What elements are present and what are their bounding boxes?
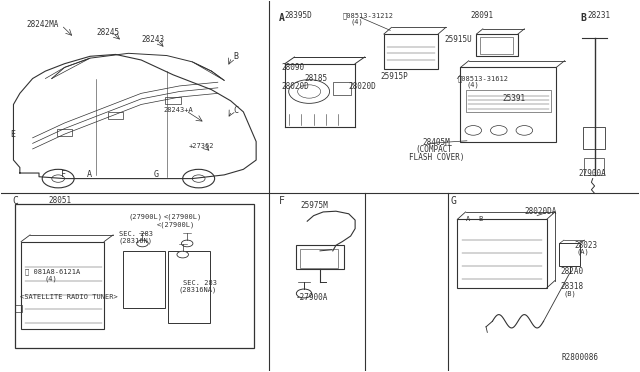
Bar — [57, 129, 72, 136]
Text: SEC. 283: SEC. 283 — [182, 280, 217, 286]
Text: +27362: +27362 — [189, 143, 214, 149]
Text: (28316N): (28316N) — [119, 237, 153, 244]
Bar — [559, 243, 580, 266]
Text: (COMPACT: (COMPACT — [416, 145, 452, 154]
Bar — [21, 241, 104, 329]
Bar — [300, 249, 338, 267]
Bar — [458, 219, 547, 288]
Text: 282A0: 282A0 — [561, 267, 584, 276]
Bar — [124, 251, 165, 308]
Text: (27900L): (27900L) — [129, 213, 163, 219]
Text: A: A — [278, 13, 284, 23]
Text: 28231: 28231 — [587, 11, 610, 20]
Text: FLASH COVER): FLASH COVER) — [410, 153, 465, 161]
Text: 27900A: 27900A — [579, 169, 606, 177]
Circle shape — [181, 240, 193, 247]
Text: Ⓢ08513-31612: Ⓢ08513-31612 — [458, 75, 508, 82]
Text: G: G — [154, 170, 159, 179]
Text: B: B — [580, 13, 586, 23]
Text: <(27900L): <(27900L) — [164, 213, 202, 219]
Text: (A): (A) — [577, 249, 589, 255]
Bar — [461, 67, 556, 141]
Text: 28395D: 28395D — [285, 11, 312, 20]
Text: C: C — [234, 106, 239, 115]
Bar — [108, 112, 124, 119]
Text: F: F — [278, 196, 284, 206]
Text: B: B — [234, 52, 239, 61]
Bar — [15, 305, 22, 312]
Bar — [166, 97, 180, 105]
Text: 28020D: 28020D — [282, 82, 309, 91]
Text: 28091: 28091 — [470, 11, 493, 20]
Text: 25975M: 25975M — [301, 201, 328, 210]
Circle shape — [177, 251, 188, 258]
Text: (4): (4) — [467, 81, 479, 88]
Text: SEC. 283: SEC. 283 — [119, 231, 153, 237]
Text: B: B — [478, 216, 483, 222]
Bar — [296, 245, 344, 269]
Text: G: G — [451, 196, 457, 206]
Bar — [466, 90, 551, 112]
Text: Ⓢ08513-31212: Ⓢ08513-31212 — [342, 12, 394, 19]
Text: (4): (4) — [44, 275, 57, 282]
Text: A: A — [87, 170, 92, 179]
Text: <(27900L): <(27900L) — [157, 222, 195, 228]
Bar — [479, 37, 513, 54]
Text: 28185: 28185 — [304, 74, 327, 83]
Bar — [168, 251, 209, 323]
Text: E: E — [10, 129, 15, 139]
Text: 28023: 28023 — [574, 241, 597, 250]
Text: 28020D: 28020D — [349, 82, 376, 91]
Text: 28405M: 28405M — [422, 138, 450, 147]
Text: <SATELLITE RADIO TUNER>: <SATELLITE RADIO TUNER> — [20, 294, 118, 300]
Text: (B): (B) — [564, 290, 577, 297]
Text: -27900A: -27900A — [296, 294, 328, 302]
Bar — [384, 34, 438, 69]
Text: F: F — [61, 170, 67, 179]
Bar — [15, 204, 254, 348]
Text: 25391: 25391 — [502, 94, 525, 103]
Bar — [476, 34, 518, 56]
Text: 28243+A: 28243+A — [164, 107, 193, 113]
Circle shape — [137, 240, 148, 247]
Text: 28242MA: 28242MA — [26, 20, 59, 29]
Text: C: C — [12, 196, 18, 206]
Text: 25915P: 25915P — [381, 72, 408, 81]
Text: 28243: 28243 — [141, 35, 164, 44]
Bar — [583, 127, 605, 149]
Text: (28316NA): (28316NA) — [178, 286, 216, 293]
Text: A: A — [466, 216, 470, 222]
Text: 28020DA: 28020DA — [524, 207, 557, 216]
Bar — [584, 158, 604, 175]
Text: 28051: 28051 — [49, 196, 72, 205]
Bar — [333, 82, 351, 95]
Text: 28318: 28318 — [561, 282, 584, 291]
Text: 25915U: 25915U — [445, 35, 472, 44]
Text: Ⓜ 081A8-6121A: Ⓜ 081A8-6121A — [25, 269, 80, 275]
Text: (4): (4) — [351, 19, 364, 25]
Text: 28090: 28090 — [282, 63, 305, 72]
Text: R2800086: R2800086 — [561, 353, 598, 362]
Text: 28245: 28245 — [97, 28, 120, 37]
